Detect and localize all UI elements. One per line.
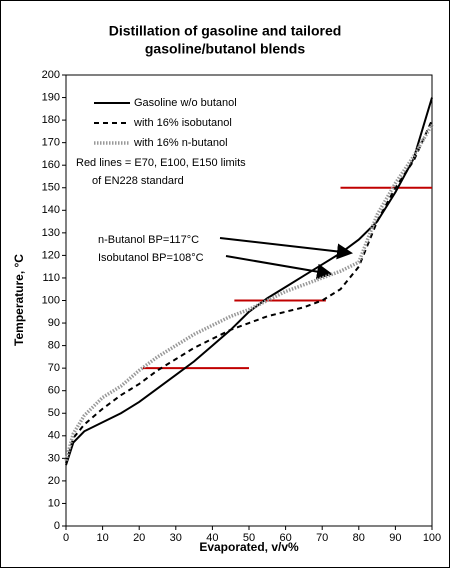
- y-tick-label: 50: [48, 407, 60, 419]
- annotation: Red lines = E70, E100, E150 limits: [76, 157, 246, 169]
- y-tick-label: 190: [42, 91, 60, 103]
- y-tick-label: 160: [42, 159, 60, 171]
- legend-label: with 16% isobutanol: [133, 117, 232, 129]
- series-line: [65, 97, 433, 466]
- x-tick-label: 80: [353, 532, 365, 544]
- annotation: n-Butanol BP=117°C: [98, 234, 199, 246]
- x-tick-label: 70: [316, 532, 328, 544]
- y-tick-label: 80: [48, 340, 60, 352]
- y-tick-label: 170: [42, 137, 60, 149]
- annotation: of EN228 standard: [92, 175, 184, 187]
- y-tick-label: 60: [48, 385, 60, 397]
- x-tick-label: 20: [133, 532, 145, 544]
- y-tick-label: 90: [48, 317, 60, 329]
- x-tick-label: 40: [206, 532, 218, 544]
- x-tick-label: 60: [279, 532, 291, 544]
- y-axis-title: Temperature, °C: [12, 254, 26, 346]
- y-tick-label: 30: [48, 452, 60, 464]
- y-tick-label: 70: [48, 362, 60, 374]
- x-tick-label: 10: [96, 532, 108, 544]
- series-line: [65, 119, 433, 464]
- y-tick-label: 200: [42, 69, 60, 81]
- y-tick-label: 150: [42, 182, 60, 194]
- y-tick-label: 130: [42, 227, 60, 239]
- y-tick-label: 110: [42, 272, 60, 284]
- x-tick-label: 30: [170, 532, 182, 544]
- annotation: Isobutanol BP=108°C: [98, 252, 204, 264]
- y-tick-label: 120: [42, 249, 60, 261]
- x-tick-label: 90: [389, 532, 401, 544]
- y-tick-label: 10: [48, 497, 60, 509]
- chart-title: gasoline/butanol blends: [145, 41, 305, 57]
- x-tick-label: 100: [423, 532, 441, 544]
- y-tick-label: 140: [42, 204, 60, 216]
- x-tick-label: 0: [63, 532, 69, 544]
- x-tick-label: 50: [243, 532, 255, 544]
- y-tick-label: 40: [48, 430, 60, 442]
- x-axis-title: Evaporated, v/v%: [199, 540, 299, 554]
- arrow: [219, 237, 353, 260]
- y-tick-label: 0: [54, 520, 60, 532]
- legend-label: Gasoline w/o butanol: [134, 97, 237, 109]
- y-tick-label: 20: [48, 475, 60, 487]
- legend-label: with 16% n-butanol: [133, 137, 228, 149]
- y-tick-label: 180: [42, 114, 60, 126]
- chart-title: Distillation of gasoline and tailored: [109, 23, 342, 39]
- y-tick-label: 100: [42, 294, 60, 306]
- arrow: [225, 255, 333, 280]
